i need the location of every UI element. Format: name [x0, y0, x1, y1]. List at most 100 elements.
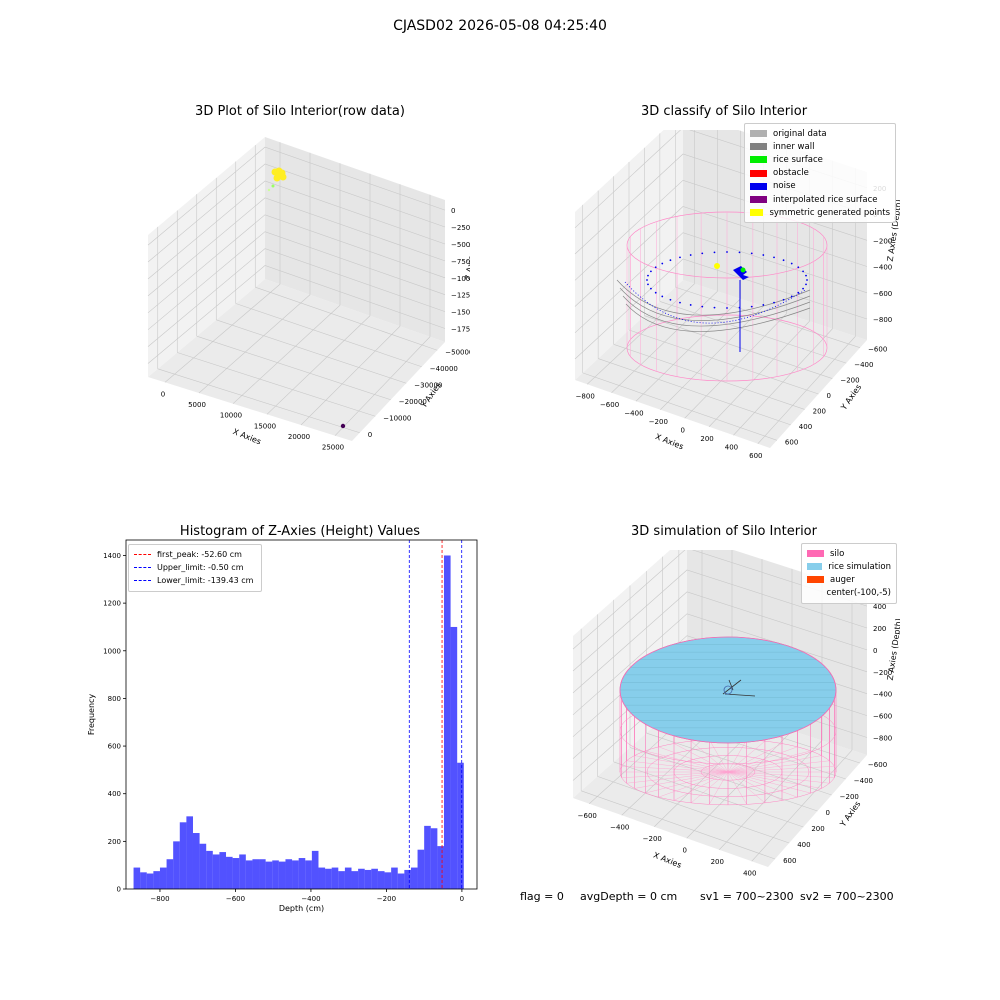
histogram-bar	[199, 843, 207, 889]
histogram-bar	[351, 871, 359, 889]
rowdata-point	[275, 167, 283, 175]
y-gridline	[157, 368, 360, 434]
y-tick-label: 600	[108, 743, 121, 751]
z-tick-label: 400	[873, 603, 886, 611]
legend-line	[134, 567, 151, 569]
histogram-bar	[272, 860, 279, 889]
y-tick-label: −20000	[399, 398, 427, 406]
x-tick-label: 0	[460, 895, 464, 903]
legend-label: silo	[830, 548, 845, 559]
legend-label: rice surface	[773, 154, 823, 165]
x-tick-label: −600	[226, 895, 245, 903]
histogram-legend: first_peak: -52.60 cm Upper_limit: -0.50…	[128, 544, 262, 592]
z-tick-label: −17500	[451, 325, 470, 333]
legend-swatch	[750, 182, 767, 190]
histogram-bar	[292, 860, 299, 889]
histogram-bar	[384, 872, 392, 889]
z-tick-label: −5000	[451, 241, 470, 249]
silo-floor-ring	[646, 747, 810, 797]
y-tick-label: −400	[854, 777, 873, 785]
histogram-bar	[318, 867, 326, 889]
legend-label: center(-100,-5)	[826, 588, 891, 599]
histogram-bar	[404, 869, 411, 889]
rice-surface-point	[740, 267, 746, 273]
y-tick-label: 400	[108, 790, 121, 798]
histogram-bar	[450, 626, 458, 889]
x-axis-label: Depth (cm)	[279, 904, 324, 913]
y-gridline	[644, 315, 833, 379]
noise-point	[701, 252, 704, 255]
noise-point	[679, 301, 681, 304]
noise-point	[689, 304, 692, 306]
x-tick-label: −800	[576, 392, 595, 400]
x-tick-label: −200	[377, 895, 396, 903]
z-tick-label: −600	[873, 290, 892, 298]
noise-point	[773, 256, 775, 259]
histogram-title: Histogram of Z-Axies (Height) Values	[179, 524, 421, 539]
legend-item-rice-surface: rice surface	[750, 153, 890, 166]
noise-point	[790, 295, 793, 298]
histogram-bar	[278, 861, 286, 889]
histogram-bar	[430, 828, 438, 889]
legend-item-symmetric-generated-points: symmetric generated points	[750, 206, 890, 219]
noise-point	[654, 266, 657, 269]
histogram-bar	[159, 867, 167, 889]
legend-swatch	[750, 169, 767, 177]
x-axis-label: X Axies	[654, 432, 685, 451]
legend-item-noise: noise	[750, 180, 890, 193]
z-gridline	[574, 206, 868, 307]
y-tick-label: 0	[117, 886, 121, 894]
x-tick-label: −400	[301, 895, 320, 903]
z-gridline	[147, 163, 446, 263]
noise-point	[782, 298, 785, 301]
y-tick-label: 200	[813, 407, 826, 415]
rowdata-point	[340, 423, 346, 429]
histogram-bar	[226, 856, 233, 889]
plot2-title: 3D classify of Silo Interior	[640, 104, 808, 119]
histogram-bar	[173, 841, 180, 889]
noise-point	[805, 274, 807, 277]
noise-point	[647, 274, 649, 277]
histogram-bar	[377, 871, 385, 889]
histogram-bar	[232, 858, 240, 889]
histogram-bar	[186, 816, 193, 889]
y-tick-label: −400	[854, 361, 873, 369]
legend-swatch	[750, 143, 767, 151]
rowdata-point	[279, 173, 287, 181]
noise-point	[679, 256, 681, 259]
histogram-bar	[133, 867, 141, 889]
y-tick-label: 600	[785, 438, 798, 446]
z-tick-label: 200	[873, 625, 886, 633]
y-tick-label: 0	[827, 392, 831, 400]
x-tick-label: 200	[711, 858, 724, 866]
histogram-bar	[166, 859, 174, 889]
x-tick-label: 600	[749, 452, 762, 460]
histogram-bar	[338, 871, 345, 889]
legend-label: Upper_limit: -0.50 cm	[157, 563, 244, 573]
y-tick-label: −30000	[414, 381, 442, 389]
inner-wall-arc	[616, 279, 811, 316]
z-gridline	[572, 613, 868, 716]
x-tick-label: 200	[700, 435, 713, 443]
legend-swatch	[807, 563, 823, 571]
x-tick-label: 10000	[220, 412, 242, 420]
z-gridline	[147, 214, 446, 314]
y-axis-label: Frequency	[87, 694, 96, 736]
legend-label: inner wall	[773, 141, 815, 152]
histogram-bar	[285, 859, 293, 889]
x-axis-label: X Axies	[652, 850, 683, 869]
noise-point	[726, 307, 728, 309]
histogram-bar	[417, 849, 425, 889]
z-gridline	[574, 232, 868, 334]
x-tick-label: 15000	[254, 422, 276, 430]
z-tick-label: −2500	[451, 224, 470, 232]
noise-point	[661, 295, 664, 298]
noise-point	[654, 291, 657, 294]
plot-frame	[125, 539, 478, 890]
y-gridline	[196, 335, 391, 401]
x-tick-label: 0	[683, 846, 687, 854]
y-gridline	[613, 344, 805, 410]
y-tick-label: −200	[840, 377, 859, 385]
y-tick-label: 200	[811, 825, 824, 833]
histogram-bar	[252, 859, 260, 889]
